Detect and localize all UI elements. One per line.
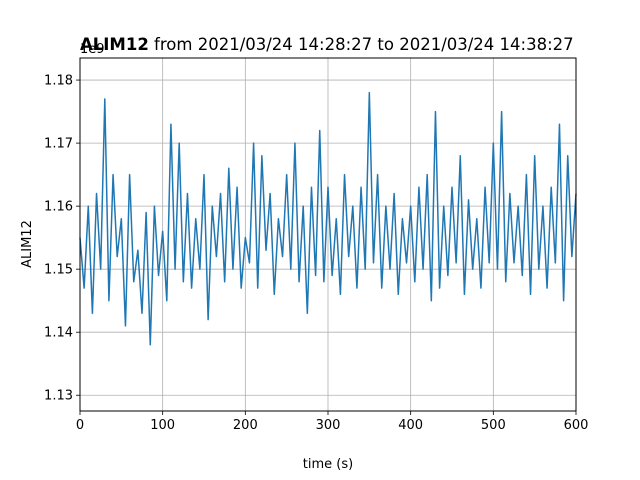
y-tick-label: 1.18: [44, 74, 73, 89]
x-tick-label: 600: [564, 418, 589, 433]
y-tick-label: 1.16: [44, 200, 73, 215]
y-axis: 1.13 1.14 1.15 1.16 1.17 1.18: [44, 74, 80, 404]
chart-title-rest: from 2021/03/24 14:28:27 to 2021/03/24 1…: [149, 35, 574, 54]
y-tick-label: 1.14: [44, 326, 73, 341]
x-tick-label: 400: [398, 418, 423, 433]
x-tick-label: 200: [233, 418, 258, 433]
x-tick-label: 100: [150, 418, 175, 433]
y-tick-label: 1.17: [44, 137, 73, 152]
chart-title-bold: ALIM12: [80, 35, 149, 54]
x-axis: 0 100 200 300 400 500 600: [76, 411, 589, 433]
y-tick-label: 1.13: [44, 389, 73, 404]
x-tick-label: 300: [316, 418, 341, 433]
y-tick-label: 1.15: [44, 263, 73, 278]
y-offset-label: 1e9: [80, 42, 105, 57]
x-tick-label: 0: [76, 418, 84, 433]
x-axis-label: time (s): [303, 457, 353, 472]
y-axis-label: ALIM12: [20, 220, 35, 268]
series-line: [79, 91, 577, 346]
series-layer: [79, 91, 577, 346]
chart-title: ALIM12 from 2021/03/24 14:28:27 to 2021/…: [80, 35, 574, 54]
x-tick-label: 500: [481, 418, 506, 433]
